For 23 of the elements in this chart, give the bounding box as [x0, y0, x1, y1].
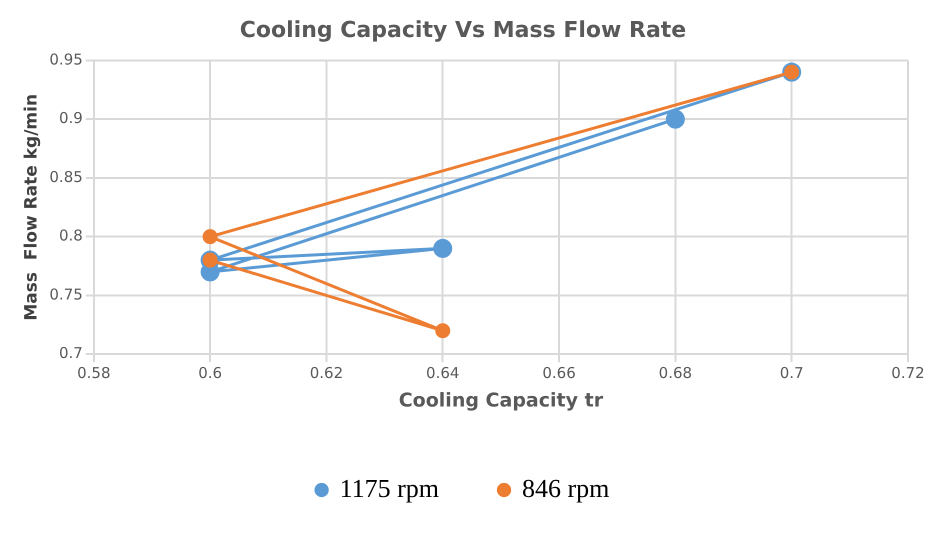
point — [202, 229, 218, 244]
x-tick-label: 0.58 — [77, 364, 110, 382]
y-tick-label: 0.95 — [49, 50, 83, 68]
y-tick-label: 0.8 — [58, 226, 83, 245]
x-tick-label: 0.68 — [658, 364, 692, 382]
x-axis-title: Cooling Capacity tr — [398, 390, 604, 412]
y-tick-label: 0.9 — [58, 109, 83, 128]
x-tick-label: 0.72 — [891, 364, 925, 382]
legend-label: 1175 rpm — [340, 474, 440, 503]
x-tick-label: 0.7 — [780, 364, 804, 382]
y-tick-label: 0.7 — [58, 344, 83, 362]
y-tick-label: 0.75 — [49, 285, 83, 304]
chart-title: Cooling Capacity Vs Mass Flow Rate — [240, 18, 686, 43]
point — [435, 323, 450, 338]
y-axis-title: Mass Flow Rate kg/min — [22, 94, 42, 321]
y-tick-label: 0.85 — [49, 168, 83, 186]
x-tick-label: 0.64 — [426, 364, 460, 382]
legend-label: 846 rpm — [522, 474, 610, 503]
point — [433, 238, 452, 258]
x-tick-label: 0.66 — [542, 364, 576, 382]
x-tick-label: 0.6 — [198, 364, 222, 382]
point — [666, 110, 685, 129]
x-tick-label: 0.62 — [310, 364, 344, 382]
